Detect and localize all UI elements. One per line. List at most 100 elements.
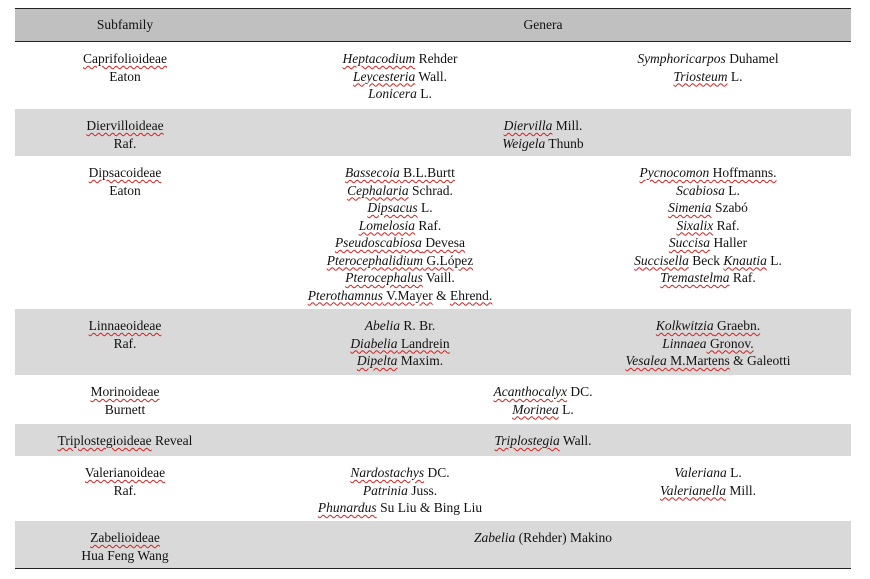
author-name: Caprifolioideae xyxy=(83,51,167,66)
genus-name: Phunardus xyxy=(317,500,377,515)
author-name: Landrein xyxy=(397,335,450,351)
author-name: L. xyxy=(417,200,433,215)
genus-name: Valeriana xyxy=(674,465,727,480)
cell-line: Sixalix Raf. xyxy=(565,217,851,235)
author-name: & xyxy=(432,287,450,303)
genus-name: Scabiosa xyxy=(676,182,725,198)
genus-name: Lonicera xyxy=(368,86,417,101)
genera-cell: Zabelia (Rehder) Makino xyxy=(235,521,851,568)
author-name: Eaton xyxy=(109,68,141,84)
author-name: Rehder xyxy=(415,51,458,66)
cell-line: Kolkwitzia Graebn. xyxy=(565,317,851,335)
cell-line: Raf. xyxy=(15,335,235,353)
genus-name: Triosteum xyxy=(673,68,728,84)
author-name: DC. xyxy=(566,384,593,399)
author-name: L. xyxy=(724,182,740,198)
table-row: Zabelioideae Hua Feng Wang Zabelia (Rehder… xyxy=(15,521,851,568)
author-name: Hoffmanns. xyxy=(709,165,777,180)
genus-name: Pterocephalus xyxy=(345,270,423,285)
author-name: Maxim. xyxy=(397,353,444,368)
genus-name: Lomelosia xyxy=(358,217,415,233)
cell-line: Raf. xyxy=(15,135,235,153)
cell-line: Valeriana L. xyxy=(565,464,851,482)
author-name: Mill. xyxy=(725,482,756,498)
table-body: Caprifolioideae Eaton Heptacodium Rehder Le… xyxy=(15,42,851,568)
cell-line: Scabiosa L. xyxy=(565,182,851,200)
cell-line: Simenia Szabó xyxy=(565,199,851,217)
table-row: Linnaeoideae Raf. Abelia R. Br. Diabelia La… xyxy=(15,309,851,375)
cell-line: Linnaea Gronov. xyxy=(565,335,851,353)
author-name: Eaton xyxy=(109,182,141,198)
author-name: Burnett xyxy=(104,401,146,417)
subfamily-cell: Zabelioideae Hua Feng Wang xyxy=(15,521,235,568)
cell-line: Triosteum L. xyxy=(565,68,851,86)
author-name: Hua Feng Wang xyxy=(81,547,169,563)
cell-line: Raf. xyxy=(15,482,235,500)
genus-name: Patrinia xyxy=(362,482,408,498)
author-name: Haller xyxy=(710,235,748,250)
subfamily-cell: Linnaeoideae Raf. xyxy=(15,309,235,375)
author-name: Ehrend. xyxy=(449,287,493,303)
cell-line: Morinoideae xyxy=(15,383,235,401)
author-name: G.López xyxy=(423,252,474,268)
genus-name: Acanthocalyx xyxy=(493,384,567,399)
genera-cell-left: Abelia R. Br. Diabelia Landrein Dipelta Ma… xyxy=(235,309,565,375)
genus-name: Succisella xyxy=(634,252,689,268)
cell-line: Abelia R. Br. xyxy=(235,317,565,335)
genus-name: Heptacodium xyxy=(342,51,416,66)
cell-line: Zabelioideae xyxy=(15,529,235,547)
genus-name: Triplostegia xyxy=(494,433,560,448)
table-row: Valerianoideae Raf. Nardostachys DC. Patrin… xyxy=(15,456,851,521)
cell-line: Dipelta Maxim. xyxy=(235,352,565,370)
author-name: L. xyxy=(558,401,574,417)
cell-line: Acanthocalyx DC. xyxy=(235,383,851,401)
author-name: Diervilloideae xyxy=(86,118,164,133)
cell-line: Leycesteria Wall. xyxy=(235,68,565,86)
author-name: Dipsacoideae xyxy=(88,165,162,180)
cell-line: Patrinia Juss. xyxy=(235,482,565,500)
genus-name: Knautia xyxy=(723,252,767,268)
cell-line: Lonicera L. xyxy=(235,85,565,103)
cell-line: Dipsacus L. xyxy=(235,199,565,217)
genus-name: Abelia xyxy=(364,318,400,333)
author-name: R. Br. xyxy=(399,318,436,333)
author-name: B.L.Burtt xyxy=(399,165,455,180)
genus-name: Dipelta xyxy=(356,353,398,368)
author-name: Szabó xyxy=(711,200,748,215)
author-name: Raf. xyxy=(113,135,137,151)
cell-line: Linnaeoideae xyxy=(15,317,235,335)
genera-cell-left: Heptacodium Rehder Leycesteria Wall. Lonic… xyxy=(235,42,565,109)
genus-name: Nardostachys xyxy=(350,465,425,480)
cell-line: Vesalea M.Martens & Galeotti xyxy=(565,352,851,370)
table-row: Diervilloideae Raf. Diervilla Mill. Weigela… xyxy=(15,109,851,156)
genus-name: Pseudoscabiosa xyxy=(334,235,422,250)
genera-cell-right: Valeriana L. Valerianella Mill. xyxy=(565,456,851,521)
cell-line: Symphoricarpos Duhamel xyxy=(565,50,851,68)
genera-cell: Acanthocalyx DC. Morinea L. xyxy=(235,375,851,424)
genera-cell-right: Pycnocomon Hoffmanns. Scabiosa L. Simenia … xyxy=(565,156,851,309)
genera-cell-left: Nardostachys DC. Patrinia Juss. Phunardus … xyxy=(235,456,565,521)
genera-cell-right: Kolkwitzia Graebn. Linnaea Gronov. Vesalea… xyxy=(565,309,851,375)
author-name: Beck xyxy=(688,252,724,268)
author-name: Triplostegioideae xyxy=(57,433,152,448)
genus-name: Vesalea xyxy=(625,353,667,368)
cell-line: Succisa Haller xyxy=(565,234,851,252)
genus-name: Leycesteria xyxy=(353,68,416,84)
genus-name: Tremastelma xyxy=(660,270,730,285)
genus-name: Simenia xyxy=(668,200,712,215)
author-name: L. xyxy=(727,68,743,84)
table-row: Triplostegioideae Reveal Triplostegia Wal… xyxy=(15,424,851,456)
author-name: L. xyxy=(726,465,742,480)
cell-line: Nardostachys DC. xyxy=(235,464,565,482)
table-row: Caprifolioideae Eaton Heptacodium Rehder Le… xyxy=(15,42,851,109)
author-name: Linnaeoideae xyxy=(88,318,162,333)
cell-line: Triplostegia Wall. xyxy=(235,432,851,450)
genera-cell: Triplostegia Wall. xyxy=(235,424,851,456)
cell-line: Bassecoia B.L.Burtt xyxy=(235,164,565,182)
author-name: Thunb xyxy=(545,135,584,151)
author-name: Schrad. xyxy=(408,182,453,198)
author-name: Raf. xyxy=(415,217,442,233)
cell-line: Phunardus Su Liu & Bing Liu xyxy=(235,499,565,517)
cell-line: Heptacodium Rehder xyxy=(235,50,565,68)
genus-name: Pterothamnus xyxy=(307,287,383,303)
